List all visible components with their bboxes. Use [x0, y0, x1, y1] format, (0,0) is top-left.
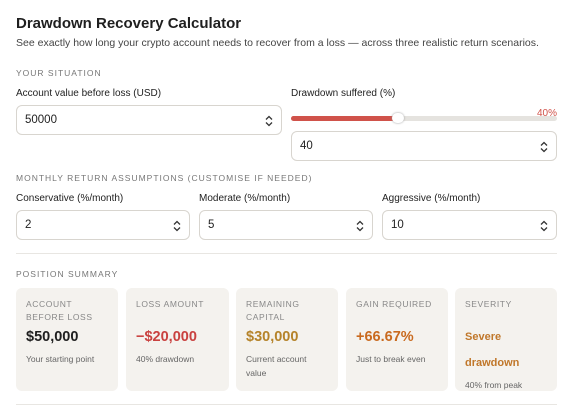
- card-label: REMAINING CAPITAL: [246, 299, 300, 322]
- input-value: 2: [25, 219, 32, 231]
- input-value: 50000: [25, 114, 57, 126]
- card-value: $30,000: [246, 329, 299, 345]
- field-label: Conservative (%/month): [16, 193, 124, 204]
- card-note: Just to break even: [356, 354, 426, 364]
- section-heading: MONTHLY RETURN ASSUMPTIONS (CUSTOMISE IF…: [16, 173, 313, 183]
- section-heading: POSITION SUMMARY: [16, 269, 119, 279]
- divider: [16, 404, 557, 405]
- field-label: Moderate (%/month): [199, 193, 291, 204]
- summary-card: ACCOUNT BEFORE LOSS $50,000 Your startin…: [16, 288, 118, 391]
- spinner: [265, 115, 273, 127]
- card-note: 40% drawdown: [136, 354, 195, 364]
- slider-thumb[interactable]: [392, 113, 405, 123]
- slider-value: 40%: [536, 108, 557, 119]
- card-label: GAIN REQUIRED: [356, 299, 432, 309]
- card-label: SEVERITY: [465, 299, 512, 309]
- field-label: Aggressive (%/month): [382, 193, 481, 204]
- section-heading: YOUR SITUATION: [16, 68, 102, 78]
- drawdown-input[interactable]: 40: [291, 131, 557, 161]
- card-value: $50,000: [26, 329, 79, 345]
- spinner: [356, 220, 364, 232]
- slider-fill: [291, 113, 405, 123]
- input-value: 40: [300, 140, 313, 152]
- return-input[interactable]: 10: [382, 210, 557, 240]
- spinner: [540, 220, 548, 232]
- title: Drawdown Recovery Calculator: [16, 15, 242, 32]
- summary-card: LOSS AMOUNT −$20,000 40% drawdown: [126, 288, 229, 391]
- input-value: 10: [391, 219, 404, 231]
- card-note: 40% from peak: [465, 380, 523, 390]
- card-value: Severe drawdown: [465, 331, 520, 369]
- slider-track[interactable]: [291, 113, 557, 123]
- field-label: Drawdown suffered (%): [291, 88, 396, 99]
- card-note: Current account value: [246, 354, 307, 378]
- card-label: ACCOUNT BEFORE LOSS: [26, 299, 93, 322]
- divider: [16, 253, 557, 254]
- summary-card: GAIN REQUIRED +66.67% Just to break even: [346, 288, 448, 391]
- card-value: −$20,000: [136, 329, 197, 345]
- spinner: [173, 220, 181, 232]
- summary-card: REMAINING CAPITAL $30,000 Current accoun…: [236, 288, 338, 391]
- spinner: [540, 141, 548, 153]
- return-input[interactable]: 2: [16, 210, 190, 240]
- return-input[interactable]: 5: [199, 210, 373, 240]
- account-input[interactable]: 50000: [16, 105, 282, 135]
- card-label: LOSS AMOUNT: [136, 299, 205, 309]
- subtitle: See exactly how long your crypto account…: [16, 37, 539, 49]
- card-value: +66.67%: [356, 329, 414, 345]
- card-note: Your starting point: [26, 354, 95, 364]
- field-label: Account value before loss (USD): [16, 88, 162, 99]
- input-value: 5: [208, 219, 215, 231]
- summary-card: SEVERITY Severe drawdown 40% from peak: [455, 288, 557, 391]
